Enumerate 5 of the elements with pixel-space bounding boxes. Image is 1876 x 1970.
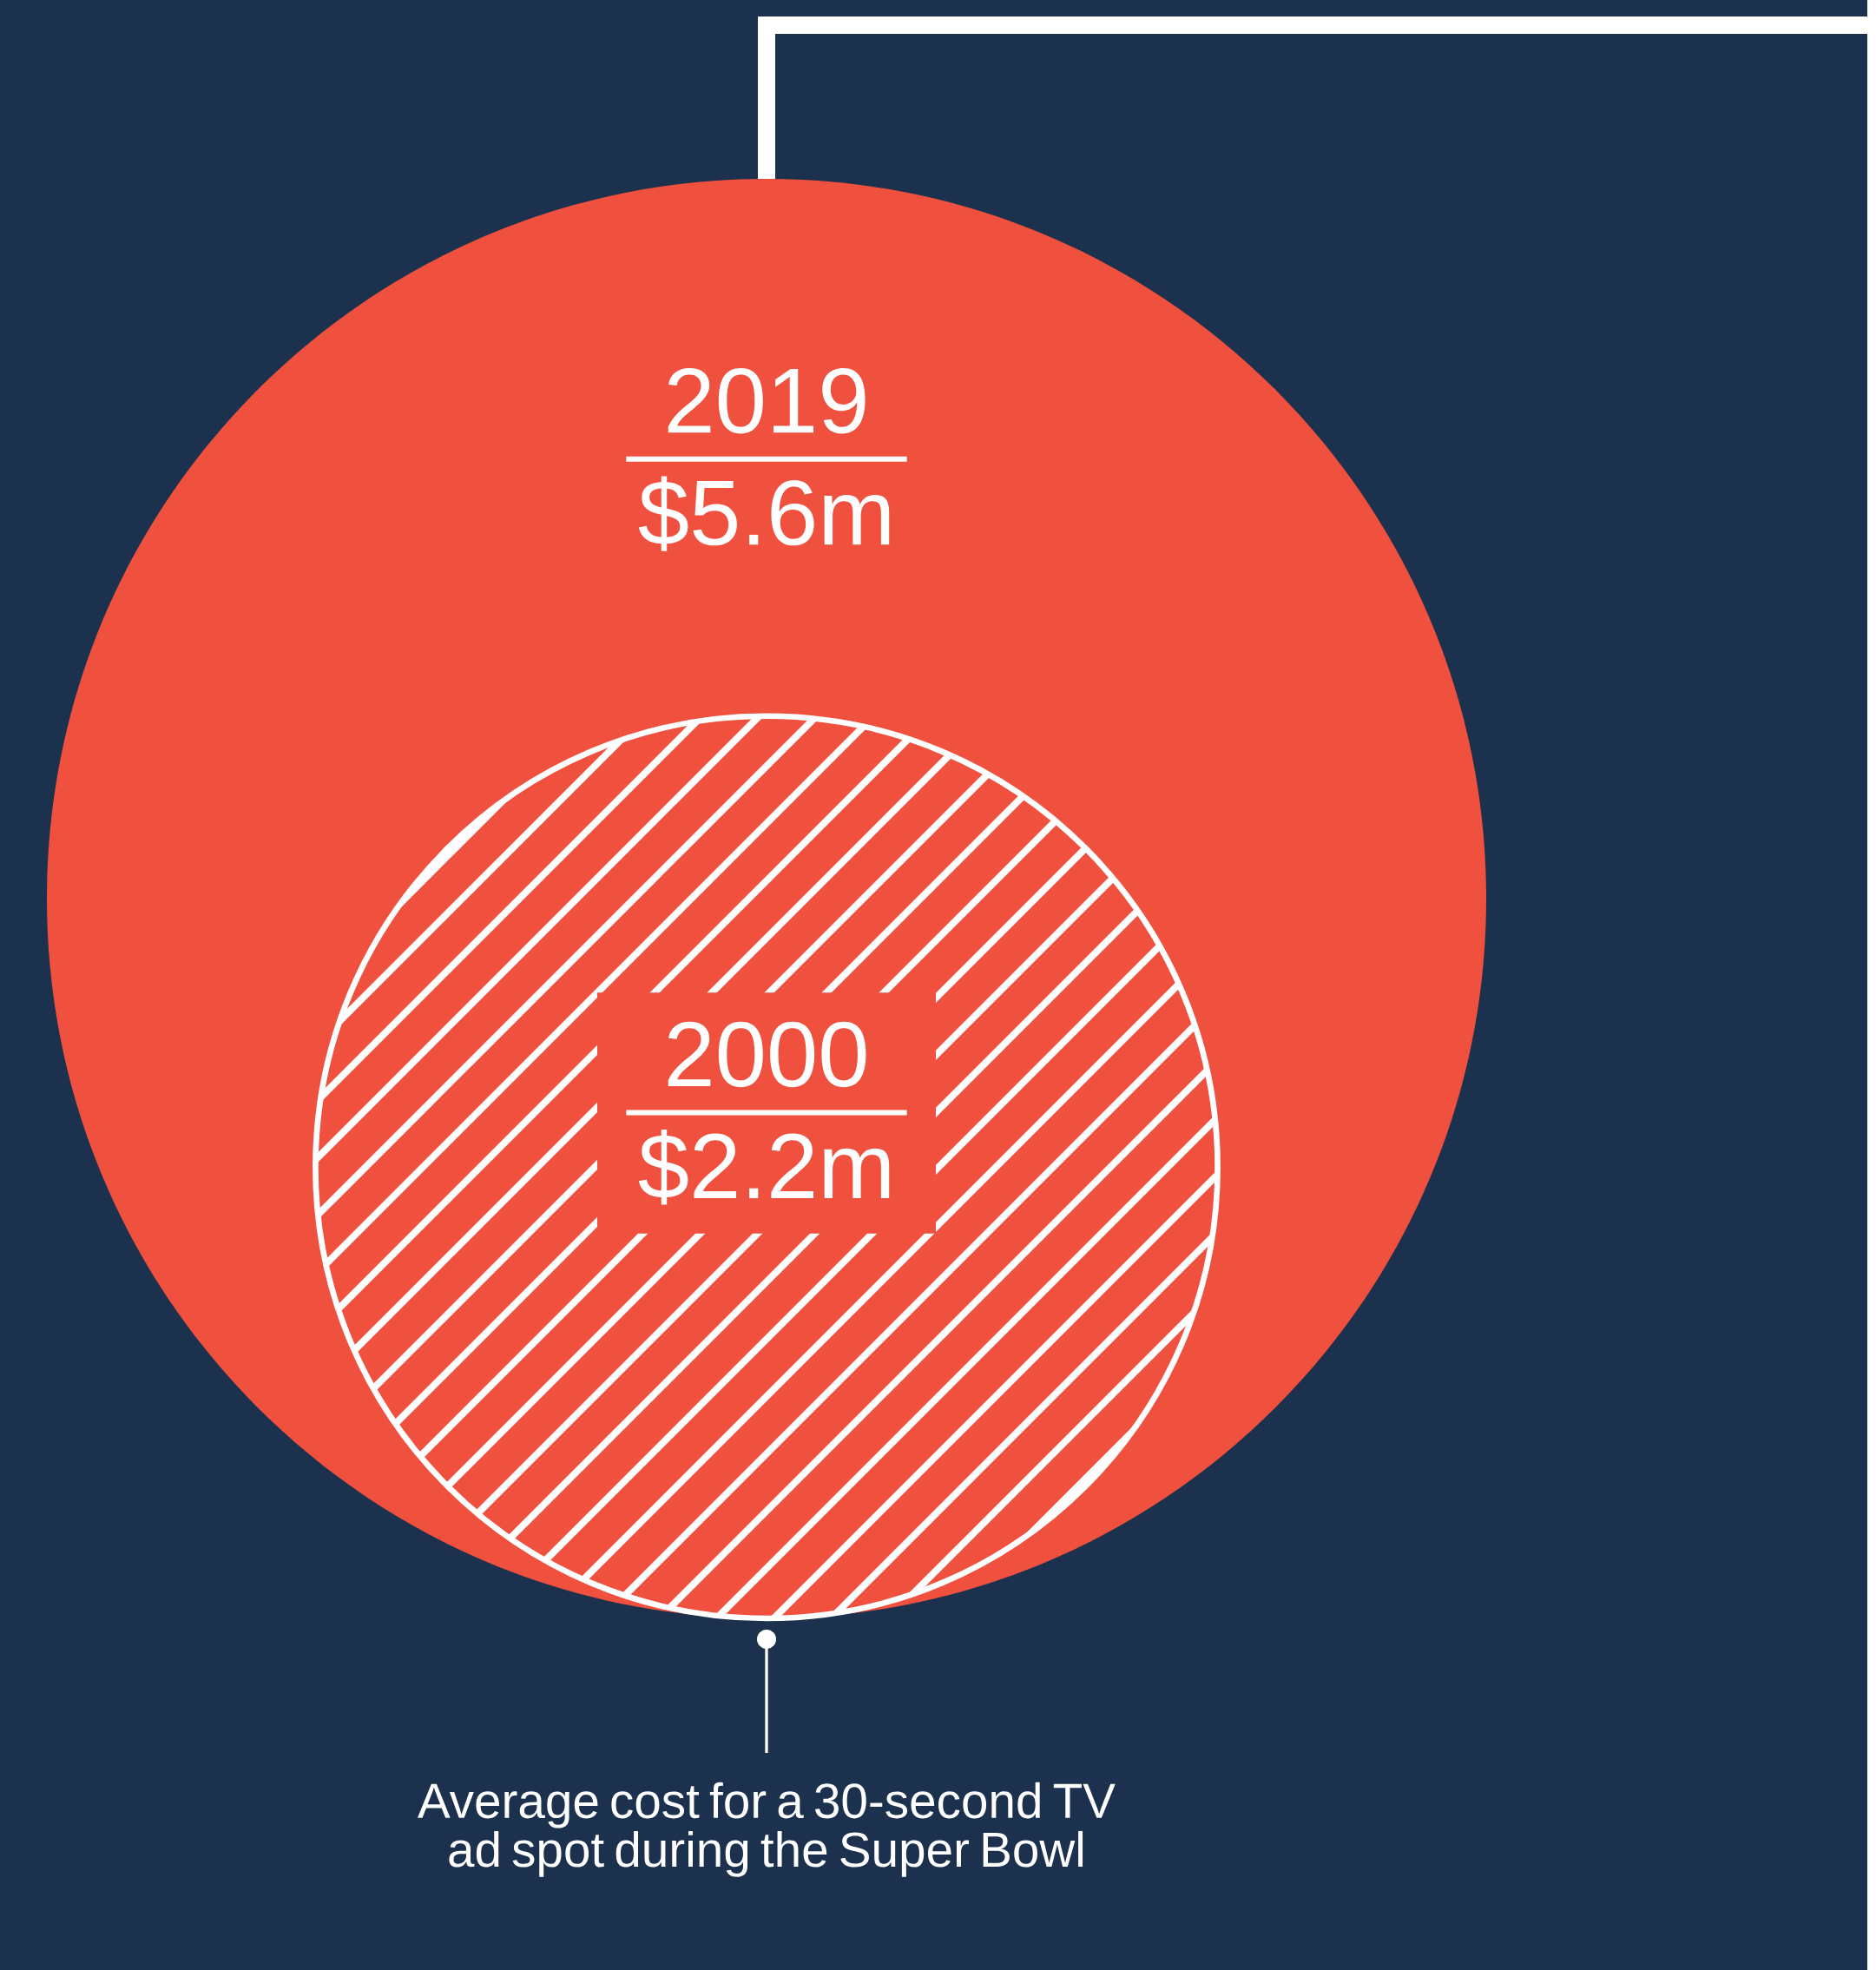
data-label: $5.6m bbox=[638, 476, 890, 551]
category-label: 2019 bbox=[668, 367, 866, 434]
category-label: 2000 bbox=[668, 1021, 866, 1088]
text: Average cost for a 30-second TV ad spot during the Super Bowl bbox=[418, 1782, 1116, 1877]
data-label: $2.2m bbox=[638, 1130, 890, 1205]
